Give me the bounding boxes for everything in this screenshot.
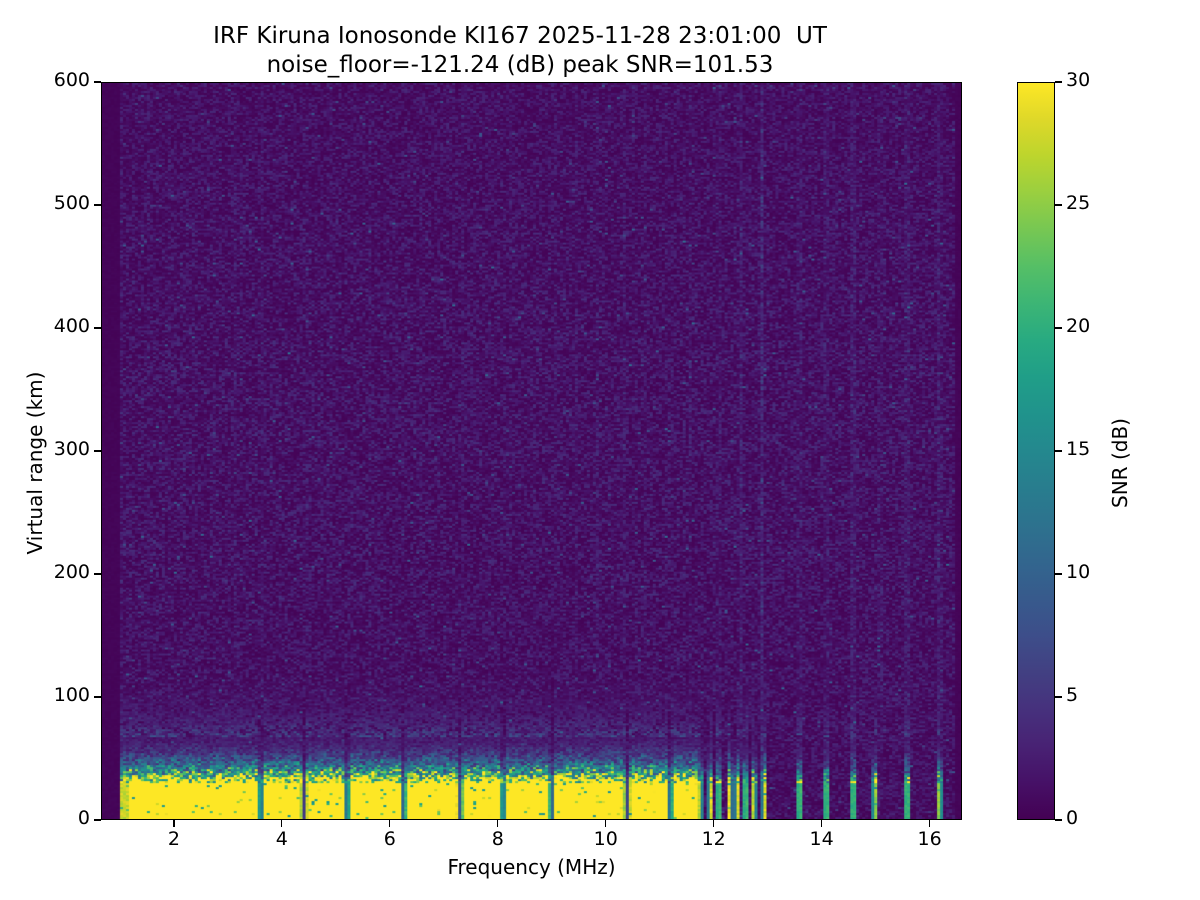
colorbar[interactable] [1017, 82, 1055, 820]
y-tick-label: 300 [53, 438, 90, 460]
y-tick-mark [94, 573, 101, 575]
colorbar-label: SNR (dB) [1108, 418, 1132, 508]
x-tick-mark [820, 820, 823, 827]
colorbar-tick-label: 25 [1066, 192, 1091, 214]
y-tick-mark [94, 819, 101, 821]
x-axis-label: Frequency (MHz) [447, 855, 616, 879]
x-tick-label: 16 [917, 828, 942, 850]
colorbar-tick-label: 20 [1066, 315, 1091, 337]
colorbar-tick-mark [1055, 696, 1062, 698]
x-tick-label: 12 [701, 828, 726, 850]
colorbar-tick-mark [1055, 450, 1062, 452]
colorbar-tick-label: 10 [1066, 561, 1091, 583]
colorbar-gradient [1018, 83, 1054, 819]
x-tick-label: 4 [275, 828, 288, 850]
y-tick-mark [94, 450, 101, 452]
colorbar-tick-mark [1055, 819, 1062, 821]
y-tick-mark [94, 696, 101, 698]
y-tick-label: 500 [53, 192, 90, 214]
x-tick-label: 2 [167, 828, 180, 850]
y-tick-mark [94, 204, 101, 206]
x-tick-label: 10 [593, 828, 618, 850]
x-tick-mark [928, 820, 931, 827]
colorbar-tick-label: 5 [1066, 684, 1079, 706]
title-line-2: noise_floor=-121.24 (dB) peak SNR=101.53 [266, 52, 774, 79]
colorbar-tick-mark [1055, 327, 1062, 329]
y-tick-label: 600 [53, 69, 90, 91]
x-tick-mark [281, 820, 283, 827]
y-axis-label: Virtual range (km) [23, 371, 47, 555]
x-tick-mark [497, 820, 499, 827]
y-tick-label: 200 [53, 561, 90, 583]
x-tick-label: 6 [383, 828, 396, 850]
colorbar-tick-mark [1055, 81, 1062, 83]
colorbar-tick-mark [1055, 204, 1062, 206]
y-tick-mark [94, 327, 101, 329]
x-tick-mark [605, 820, 607, 827]
title-line-1: IRF Kiruna Ionosonde KI167 2025-11-28 23… [213, 23, 827, 49]
y-tick-label: 0 [77, 807, 90, 829]
y-tick-label: 100 [53, 684, 90, 706]
colorbar-tick-mark [1055, 573, 1062, 575]
colorbar-tick-label: 15 [1066, 438, 1091, 460]
x-tick-mark [173, 820, 175, 827]
x-tick-mark [389, 820, 391, 827]
heatmap-canvas [102, 83, 961, 819]
ionogram-heatmap[interactable] [101, 82, 962, 820]
x-tick-label: 8 [491, 828, 504, 850]
y-tick-mark [94, 81, 101, 83]
figure-title: IRF Kiruna Ionosonde KI167 2025-11-28 23… [0, 22, 1040, 81]
y-tick-label: 400 [53, 315, 90, 337]
x-tick-mark [713, 820, 715, 827]
colorbar-tick-label: 0 [1066, 807, 1079, 829]
colorbar-tick-label: 30 [1066, 69, 1091, 91]
x-tick-label: 14 [809, 828, 834, 850]
